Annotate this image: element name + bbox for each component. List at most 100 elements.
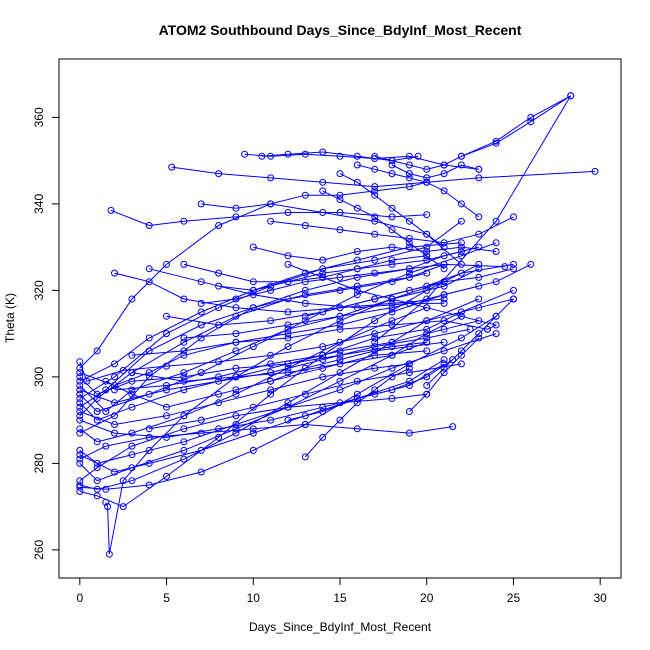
series-line xyxy=(183,255,427,283)
data-point xyxy=(353,265,361,273)
data-point xyxy=(388,299,396,307)
data-point xyxy=(371,155,379,162)
data-point xyxy=(405,161,413,169)
data-point xyxy=(215,222,223,229)
series-line xyxy=(79,393,427,482)
data-point xyxy=(457,260,465,268)
series-line xyxy=(261,151,419,162)
data-point xyxy=(527,118,535,126)
data-point xyxy=(102,408,110,415)
data-point xyxy=(371,334,379,342)
data-point xyxy=(301,269,309,277)
data-point xyxy=(405,170,413,178)
data-point xyxy=(215,399,223,407)
x-axis: 0 5 10 15 20 25 30 xyxy=(76,577,607,605)
data-point xyxy=(405,343,413,351)
data-point xyxy=(440,187,448,195)
data-point xyxy=(510,213,517,221)
data-point xyxy=(83,377,91,385)
data-point xyxy=(423,373,431,381)
data-point xyxy=(353,286,361,294)
data-point xyxy=(319,178,327,186)
data-point xyxy=(102,442,110,450)
data-point xyxy=(163,472,170,480)
data-point xyxy=(457,217,465,225)
data-point xyxy=(232,364,240,372)
data-point xyxy=(336,351,344,359)
data-point xyxy=(232,347,240,355)
data-point xyxy=(423,334,431,342)
data-point xyxy=(492,217,500,225)
data-point xyxy=(284,330,292,338)
data-point xyxy=(388,338,396,346)
data-point xyxy=(145,446,153,454)
x-tick-label: 15 xyxy=(333,591,347,605)
data-point xyxy=(111,412,118,420)
data-point xyxy=(319,148,327,156)
data-point xyxy=(353,204,361,212)
data-point xyxy=(119,366,127,374)
data-point xyxy=(145,425,153,433)
x-tick-label: 20 xyxy=(420,591,434,605)
series-line xyxy=(304,367,410,458)
data-point xyxy=(353,291,361,299)
data-point xyxy=(353,399,361,407)
data-point xyxy=(163,260,170,268)
data-point xyxy=(388,278,396,286)
data-point xyxy=(111,382,118,389)
data-point xyxy=(93,395,101,402)
data-point xyxy=(423,174,431,182)
series-line xyxy=(270,216,514,244)
data-point xyxy=(215,358,223,366)
data-point xyxy=(336,304,344,312)
series-line xyxy=(149,363,462,430)
data-point xyxy=(76,395,84,402)
data-point xyxy=(76,403,84,411)
data-point xyxy=(145,390,153,398)
data-point xyxy=(405,382,413,389)
data-point xyxy=(475,295,483,303)
data-point xyxy=(180,351,188,359)
data-point xyxy=(440,317,448,325)
data-point xyxy=(388,170,396,178)
data-point xyxy=(284,209,292,216)
data-point xyxy=(284,364,292,372)
data-point xyxy=(405,265,413,273)
data-point xyxy=(284,252,292,260)
data-point xyxy=(405,273,413,281)
data-point xyxy=(93,464,101,472)
data-point xyxy=(475,282,483,290)
data-point xyxy=(475,273,483,281)
series-line xyxy=(114,289,514,391)
data-point xyxy=(423,230,431,238)
data-point xyxy=(336,325,344,333)
data-point xyxy=(267,360,275,368)
data-point xyxy=(319,308,327,316)
data-point xyxy=(249,343,257,351)
data-point xyxy=(128,386,136,394)
data-point xyxy=(440,243,448,251)
x-tick-label: 0 xyxy=(76,591,83,605)
data-point xyxy=(388,204,396,212)
data-point xyxy=(440,299,448,307)
data-point xyxy=(492,137,500,145)
data-point xyxy=(76,390,84,398)
data-point xyxy=(336,356,344,364)
data-point xyxy=(423,256,431,264)
data-point xyxy=(388,343,396,351)
data-point xyxy=(423,165,431,173)
data-point xyxy=(284,295,292,303)
data-point xyxy=(371,217,379,225)
data-point xyxy=(319,351,327,359)
data-point xyxy=(475,265,483,273)
data-point xyxy=(371,187,379,195)
data-point xyxy=(215,433,223,441)
data-point xyxy=(388,308,396,316)
data-point xyxy=(119,477,127,485)
data-point xyxy=(319,356,327,364)
data-point xyxy=(405,377,413,385)
data-point xyxy=(267,390,275,398)
data-point xyxy=(319,373,327,381)
data-point xyxy=(336,338,344,346)
